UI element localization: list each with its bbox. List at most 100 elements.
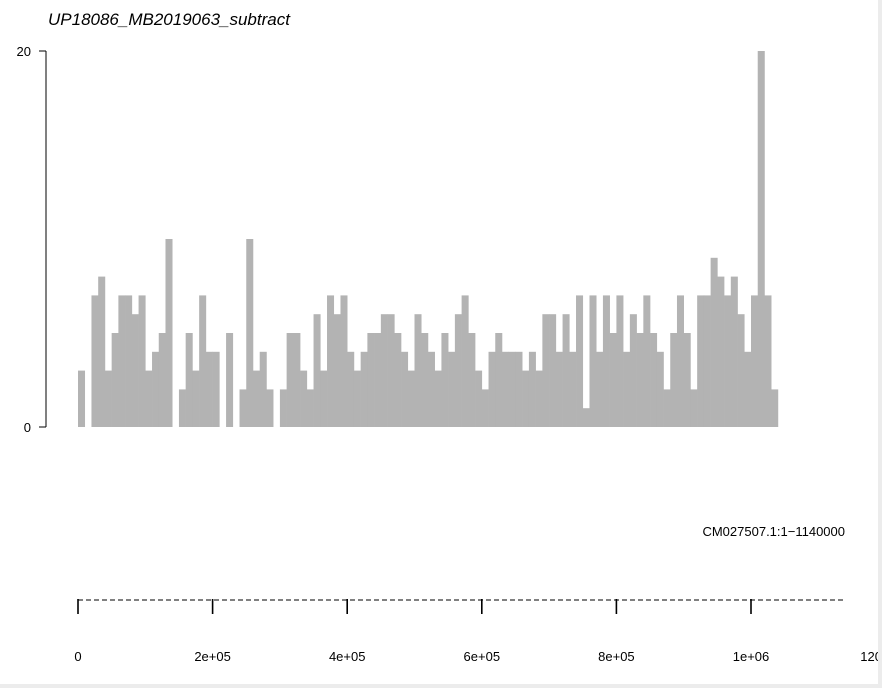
bar [542,314,550,427]
bar [118,295,126,427]
bar [636,333,644,427]
bar [205,351,213,427]
bar [448,351,456,427]
bar [252,370,261,427]
x-tick-label: 0 [74,649,81,664]
bar [771,389,779,427]
x-tick-label: 2e+05 [194,649,231,664]
bar [582,408,590,427]
bar [279,389,287,427]
bar [286,333,294,427]
bar [683,333,691,427]
bar [475,370,483,427]
bar [596,351,604,427]
bar [515,351,523,427]
bar [481,389,489,427]
bar [616,295,624,427]
x-tick-label: 8e+05 [598,649,635,664]
bar [178,389,186,427]
bar [374,333,382,427]
bar [602,295,610,427]
x-tick-label: 1e+06 [733,649,770,664]
bar [91,295,99,427]
bar [643,295,651,427]
bar [697,295,705,427]
bar [387,314,395,427]
bar [757,51,765,427]
x-tick-label: 4e+05 [329,649,366,664]
bar [360,351,368,427]
bar [690,389,698,427]
bar [562,314,570,427]
bar [427,351,435,427]
bar [313,314,321,427]
bar [407,370,415,427]
bar [293,333,301,427]
bar [441,333,449,427]
bar [246,239,254,427]
bar [185,333,193,427]
bar [165,239,173,427]
bar [549,314,557,427]
bar [259,351,267,427]
bar [555,351,563,427]
bar [212,351,220,427]
bar [508,351,516,427]
bar [623,351,631,427]
bar [199,295,207,427]
bar [152,351,160,427]
y-tick-label: 20 [17,44,31,59]
bar-series [78,51,779,427]
bar [125,295,133,427]
bar [495,333,503,427]
y-tick-label: 0 [24,420,31,435]
bar [98,276,106,427]
bar [737,314,745,427]
bar [239,389,247,427]
bar [367,333,375,427]
bar [656,351,664,427]
bar [192,370,200,427]
bar [414,314,422,427]
bar [131,314,139,427]
bar [266,389,274,427]
bar [670,333,678,427]
bar [663,389,671,427]
bar [394,333,402,427]
bar [703,295,711,427]
bar [421,333,429,427]
bar [501,351,510,427]
x-axis-ruler: 0 2e+05 4e+05 6e+05 8e+05 1e+06 1200000 [74,599,878,664]
bar [576,295,584,427]
bar [306,389,314,427]
bar [333,314,341,427]
bar [327,295,335,427]
bar [111,333,119,427]
bar [717,276,725,427]
bar [764,295,772,427]
bar [676,295,684,427]
bar [138,295,146,427]
bar [522,370,530,427]
bar [724,295,732,427]
bar [340,295,348,427]
bar [78,370,86,427]
bar [609,333,617,427]
bar [380,314,388,427]
bar [569,351,577,427]
y-axis: 0 20 [17,44,47,435]
bar [528,351,536,427]
bar [145,370,153,427]
bar [158,333,166,427]
x-tick-label: 1200000 [860,649,878,664]
bar [320,370,328,427]
bar [461,295,469,427]
bar [730,276,738,427]
bar [589,295,597,427]
bar [347,351,355,427]
bar [454,314,462,427]
bar [629,314,637,427]
bar [434,370,442,427]
